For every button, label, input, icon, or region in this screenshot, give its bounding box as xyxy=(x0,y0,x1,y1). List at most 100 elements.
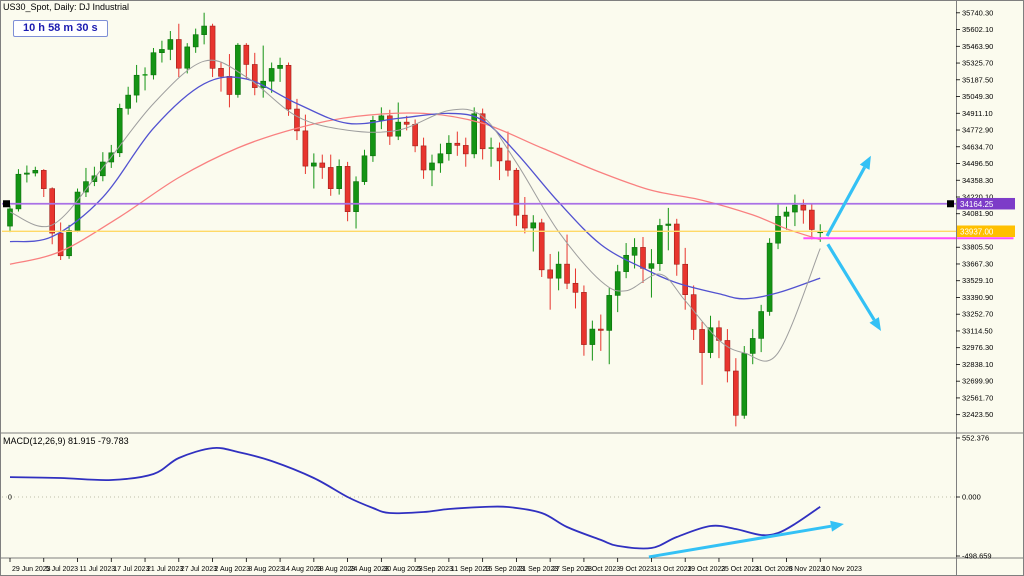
candle-body xyxy=(648,263,655,269)
time-tick-label: 8 Aug 2023 xyxy=(248,566,284,573)
candle-body xyxy=(682,263,689,295)
price-tick-label: 34496.50 xyxy=(962,159,993,168)
candle-body xyxy=(235,44,241,95)
candle-body xyxy=(572,282,579,293)
candle-body xyxy=(24,172,30,175)
medium-ma-blue-line xyxy=(9,76,821,300)
candle-body xyxy=(538,222,545,271)
time-tick-label: 14 Aug 2023 xyxy=(282,566,321,573)
price-label-purple-text: 34164.25 xyxy=(960,200,994,209)
hline-anchor-right[interactable] xyxy=(947,200,954,208)
candle-body xyxy=(40,170,47,189)
macd-axis[interactable]: 552.376 0.000 -498.659 xyxy=(956,434,992,561)
time-tick-label: 21 Sep 2023 xyxy=(518,566,558,573)
candle-body xyxy=(378,115,385,121)
price-tick-label: 33667.30 xyxy=(962,259,993,268)
macd-main-line xyxy=(9,446,821,550)
price-tick-label: 33390.90 xyxy=(962,293,993,302)
candle-body xyxy=(370,120,376,157)
candle-body xyxy=(15,173,22,210)
time-tick-label: 29 Jun 2023 xyxy=(12,566,51,573)
time-tick-label: 25 Oct 2023 xyxy=(721,566,759,573)
candle-body xyxy=(57,232,64,257)
candle-body xyxy=(150,52,157,76)
candle-body xyxy=(133,74,140,96)
price-axis[interactable]: 35740.30 35602.10 35463.90 35325.70 35187.50… xyxy=(956,8,993,419)
bullish-scenario-arrow-head-icon xyxy=(859,155,871,170)
candle-body xyxy=(395,121,402,137)
price-tick-label: 32838.10 xyxy=(962,360,993,369)
time-tick-label: 11 Jul 2023 xyxy=(80,566,116,573)
candle-body xyxy=(209,25,216,69)
price-tick-label: 34220.10 xyxy=(962,192,993,201)
candle-body xyxy=(522,214,528,229)
time-tick-label: 18 Aug 2023 xyxy=(316,566,355,573)
candle-body xyxy=(665,223,672,226)
candle-body xyxy=(437,153,444,164)
price-tick-label: 33114.50 xyxy=(962,326,993,335)
bearish-scenario-arrow-head-icon xyxy=(869,317,881,331)
candle-body xyxy=(327,167,334,189)
bearish-scenario-arrow[interactable] xyxy=(826,243,881,331)
time-tick-label: 11 Sep 2023 xyxy=(451,566,490,573)
candle-body xyxy=(285,65,292,110)
bullish-scenario-arrow[interactable] xyxy=(825,155,871,237)
symbol-title: US30_Spot, Daily: DJ Industrial xyxy=(3,2,130,12)
candle-body xyxy=(741,353,748,416)
candle-body xyxy=(251,64,258,88)
time-tick-label: 3 Oct 2023 xyxy=(586,566,620,573)
price-tick-label: 35325.70 xyxy=(962,59,993,68)
candle-body xyxy=(513,169,520,216)
candle-body xyxy=(66,230,72,257)
candle-body xyxy=(606,295,613,331)
candle-body xyxy=(74,191,81,231)
price-label-purple-bg xyxy=(957,197,1015,210)
candle-body xyxy=(657,225,663,264)
price-tick-label: 35602.10 xyxy=(962,25,993,34)
time-tick-label: 21 Jul 2023 xyxy=(147,566,183,573)
candle-body xyxy=(420,145,427,171)
price-tick-label: 32699.90 xyxy=(962,377,993,386)
candle-body xyxy=(749,338,756,354)
time-tick-label: 27 Jul 2023 xyxy=(181,566,217,573)
bullish-scenario-arrow-shaft xyxy=(825,166,867,237)
candle-body xyxy=(479,113,486,150)
candle-body xyxy=(226,76,233,95)
time-tick-label: 15 Sep 2023 xyxy=(485,566,525,573)
candle-body xyxy=(454,142,461,146)
candle-body xyxy=(808,209,815,230)
macd-trend-arrow-shaft xyxy=(648,524,832,559)
candle-body xyxy=(403,121,410,125)
candle-body xyxy=(116,108,123,154)
candle-body xyxy=(49,188,56,234)
candle-body xyxy=(167,39,174,50)
candle-body xyxy=(218,68,224,77)
price-tick-label: 35049.30 xyxy=(962,92,993,101)
macd-trend-arrow[interactable] xyxy=(648,520,844,559)
price-tick-label: 32561.70 xyxy=(962,393,993,402)
candle-body xyxy=(775,215,781,244)
time-tick-label: 24 Aug 2023 xyxy=(350,566,389,573)
candle-body xyxy=(505,160,511,171)
price-tick-label: 35463.90 xyxy=(962,42,993,51)
candle-body xyxy=(192,34,199,48)
candle-body xyxy=(268,68,275,82)
macd-tick-label: -498.659 xyxy=(962,552,992,561)
candle-body xyxy=(336,166,342,189)
hline-anchor-left[interactable] xyxy=(3,200,10,208)
candle-body xyxy=(361,155,368,182)
price-tick-label: 34911.10 xyxy=(962,109,993,118)
candle-body xyxy=(311,162,317,167)
candle-body xyxy=(386,115,393,137)
time-tick-label: 31 Oct 2023 xyxy=(755,566,793,573)
candle-body xyxy=(294,108,300,132)
candle-body xyxy=(707,327,714,353)
candle-body xyxy=(243,44,250,65)
time-tick-label: 30 Aug 2023 xyxy=(383,566,422,573)
macd-tick-label: 552.376 xyxy=(962,434,989,443)
candle-body xyxy=(184,46,191,69)
candle-countdown-timer: 10 h 58 m 30 s xyxy=(13,20,108,37)
